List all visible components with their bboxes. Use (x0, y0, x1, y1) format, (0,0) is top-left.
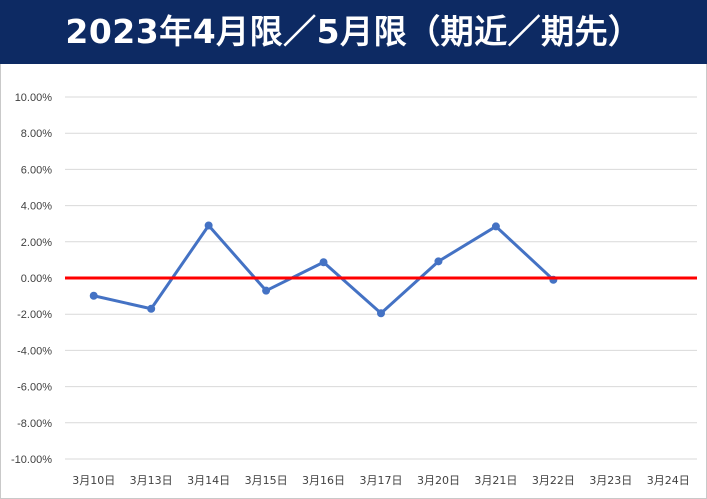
y-tick-label: 2.00% (21, 237, 52, 249)
x-tick-label: 3月16日 (302, 474, 345, 487)
x-tick-label: 3月21日 (474, 474, 517, 487)
y-tick-label: -2.00% (17, 309, 52, 321)
y-tick-label: 4.00% (21, 201, 52, 213)
y-tick-label: 6.00% (21, 164, 52, 176)
y-tick-label: -4.00% (17, 345, 52, 357)
data-point (434, 257, 443, 266)
y-tick-label: -10.00% (11, 454, 52, 466)
y-tick-label: 8.00% (21, 128, 52, 140)
data-point (147, 304, 156, 313)
x-tick-label: 3月23日 (589, 474, 632, 487)
y-tick-label: -6.00% (17, 382, 52, 394)
data-point (89, 291, 98, 300)
data-point (204, 221, 213, 230)
data-point (377, 309, 385, 318)
y-axis-ticks: 10.00% 8.00% 6.00% 4.00% 2.00% 0.00% -2.00% -4.… (11, 92, 52, 466)
x-tick-label: 3月14日 (187, 474, 230, 487)
title-bar (0, 0, 707, 64)
series-group (89, 221, 558, 318)
series-line (92, 224, 555, 315)
gridlines (65, 96, 697, 460)
data-point (262, 286, 271, 295)
x-tick-label: 3月17日 (360, 474, 403, 487)
data-point (319, 258, 328, 267)
x-tick-label: 3月24日 (647, 474, 690, 487)
y-tick-label: 0.00% (21, 273, 52, 285)
y-tick-label: 10.00% (15, 92, 53, 104)
x-axis-ticks: 3月10日 3月13日 3月14日 3月15日 3月16日 3月17日 3月20日 3月21日… (72, 474, 690, 487)
x-tick-label: 3月20日 (417, 474, 460, 487)
x-tick-label: 3月13日 (130, 474, 173, 487)
data-point (491, 222, 500, 231)
x-tick-label: 3月10日 (72, 474, 115, 487)
y-tick-label: -8.00% (17, 418, 52, 430)
x-tick-label: 3月15日 (245, 474, 288, 487)
x-tick-label: 3月22日 (532, 474, 575, 487)
chart-title: 2023年4月限／5月限（期近／期先） (65, 12, 642, 51)
